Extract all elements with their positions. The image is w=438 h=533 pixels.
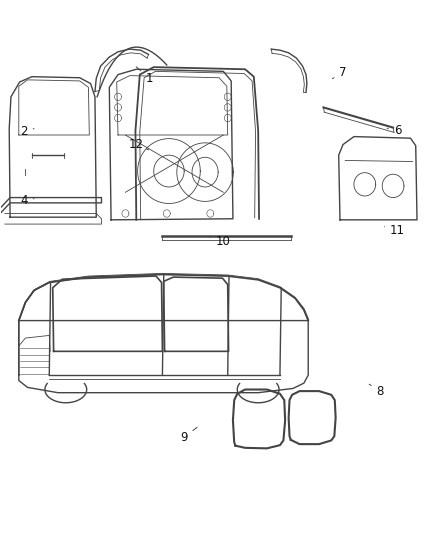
Text: 2: 2 bbox=[20, 125, 34, 138]
Text: 7: 7 bbox=[332, 67, 347, 79]
Text: 12: 12 bbox=[129, 138, 148, 151]
Text: 9: 9 bbox=[180, 427, 197, 444]
Text: 10: 10 bbox=[210, 235, 231, 247]
Text: 11: 11 bbox=[385, 224, 405, 237]
Text: 4: 4 bbox=[20, 193, 34, 207]
Text: 1: 1 bbox=[136, 67, 153, 85]
Text: 6: 6 bbox=[387, 124, 401, 138]
Text: 8: 8 bbox=[369, 384, 384, 398]
